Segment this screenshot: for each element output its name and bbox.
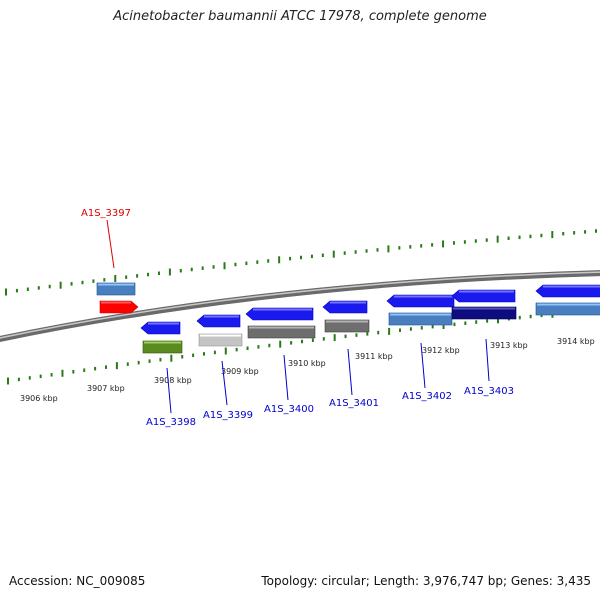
feature-a1s-3403[interactable]	[451, 306, 517, 320]
leader-line	[283, 354, 289, 401]
gene-label-a1s-3403: A1S_3403	[464, 386, 514, 397]
leader-line	[166, 367, 172, 414]
kbp-label: 3914 kbp	[557, 337, 595, 346]
feature-partial-right[interactable]	[535, 302, 600, 316]
genome-summary-label: Topology: circular; Length: 3,976,747 bp…	[261, 574, 591, 588]
leader-line	[347, 348, 353, 396]
gene-a1s-3398[interactable]	[140, 321, 181, 335]
kbp-label: 3908 kbp	[154, 376, 192, 385]
kbp-label: 3911 kbp	[355, 352, 393, 361]
genome-backbone-highlight	[0, 271, 600, 339]
leader-line	[420, 342, 426, 389]
feature-a1s-3401[interactable]	[324, 319, 370, 333]
genome-backbone	[0, 270, 600, 343]
feature-a1s-3400[interactable]	[247, 325, 316, 339]
kbp-label: 3912 kbp	[422, 346, 460, 355]
kbp-label: 3910 kbp	[288, 359, 326, 368]
leader-line	[106, 219, 115, 269]
kbp-label: 3906 kbp	[20, 394, 58, 403]
map-title: Acinetobacter baumannii ATCC 17978, comp…	[113, 9, 487, 24]
gene-label-a1s-3401: A1S_3401	[329, 398, 379, 409]
gene-partial-right[interactable]	[535, 284, 600, 298]
leader-line	[221, 360, 228, 406]
gene-label-a1s-3398: A1S_3398	[146, 417, 196, 428]
gene-a1s-3397[interactable]	[99, 300, 139, 314]
gene-a1s-3403[interactable]	[451, 289, 516, 303]
accession-label: Accession: NC_009085	[9, 574, 146, 588]
feature-a1s-3398[interactable]	[142, 340, 183, 354]
gene-a1s-3399[interactable]	[196, 314, 241, 328]
feature-a1s-3399[interactable]	[198, 333, 243, 347]
leader-line	[485, 338, 490, 382]
gene-label-a1s-3402: A1S_3402	[402, 391, 452, 402]
gene-a1s-3402[interactable]	[386, 294, 455, 308]
gene-label-a1s-3397: A1S_3397	[81, 208, 131, 219]
gene-label-a1s-3399: A1S_3399	[203, 410, 253, 421]
kbp-label: 3913 kbp	[490, 341, 528, 350]
feature-a1s-3397[interactable]	[96, 282, 136, 296]
gene-a1s-3401[interactable]	[322, 300, 368, 314]
kbp-label: 3907 kbp	[87, 384, 125, 393]
gene-label-a1s-3400: A1S_3400	[264, 404, 314, 415]
gene-a1s-3400[interactable]	[245, 307, 314, 321]
kbp-label: 3909 kbp	[221, 367, 259, 376]
